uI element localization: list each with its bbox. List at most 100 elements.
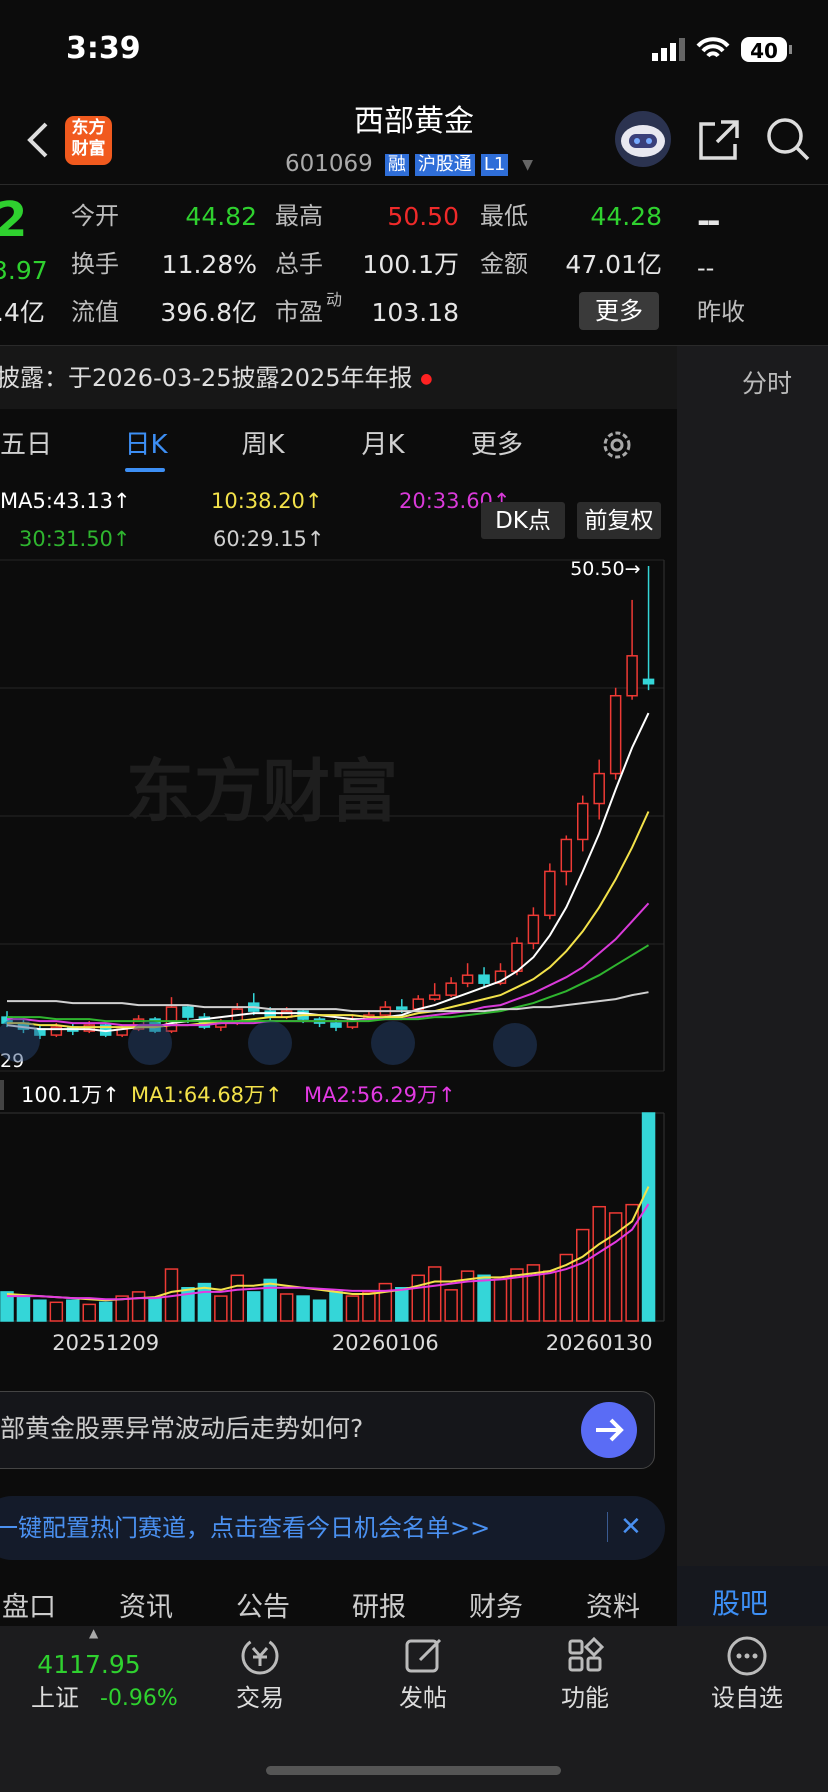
time: 3:39 — [66, 31, 141, 66]
ma-line — [7, 811, 650, 1029]
volume-bar — [559, 1253, 574, 1322]
chart-nav[interactable] — [0, 1018, 40, 1062]
field-label: 总手 — [275, 250, 323, 278]
volume-bar — [230, 1274, 245, 1322]
volume-bar — [115, 1295, 129, 1322]
candle-body — [527, 914, 540, 944]
stock-code-row[interactable]: 601069 融 沪股通 L1 ▼ — [285, 151, 534, 177]
bottom-bar — [0, 1626, 828, 1792]
ma-legend: 30:31.50↑ — [19, 527, 131, 551]
search-button[interactable] — [765, 116, 811, 162]
period-tab[interactable]: 周K — [241, 430, 285, 460]
bottom-item[interactable]: 功能 — [561, 1684, 609, 1712]
chart-button[interactable] — [481, 502, 565, 539]
chart-nav[interactable] — [493, 1023, 537, 1067]
ma-legend: 60:29.15↑ — [213, 527, 325, 551]
volume-bar — [543, 1270, 557, 1322]
volume-bar — [66, 1299, 80, 1322]
back-button[interactable] — [24, 120, 54, 160]
notice[interactable]: 披露：于2026-03-25披露2025年年报 ● — [0, 366, 432, 390]
settings-button[interactable] — [600, 428, 634, 462]
banner[interactable] — [0, 1496, 665, 1560]
volume-bar — [98, 1301, 113, 1322]
side-panel — [677, 346, 828, 1566]
logo-text: 财富 — [71, 139, 106, 159]
tab-underline — [125, 468, 165, 472]
period-tab[interactable]: 更多 — [470, 430, 524, 460]
info-tab[interactable]: 盘口 — [2, 1592, 56, 1623]
candle-body — [577, 802, 589, 841]
volume-bar — [493, 1278, 508, 1322]
info-tab[interactable]: 公告 — [236, 1592, 290, 1623]
volume-bar — [0, 1291, 14, 1322]
period-tab-active[interactable]: 日K — [124, 430, 168, 460]
volume-ma-line — [7, 1203, 650, 1301]
share-button[interactable] — [697, 118, 741, 162]
volume-bar — [49, 1301, 64, 1322]
volume-bar — [33, 1299, 47, 1322]
x-tick-label: 20260106 — [332, 1331, 439, 1355]
period-tab[interactable]: 五日 — [0, 430, 53, 460]
index-change: -0.96% — [100, 1686, 178, 1711]
notice-bar[interactable] — [0, 346, 677, 409]
chart-nav[interactable] — [371, 1021, 415, 1065]
chart-button-label: 前复权 — [585, 508, 654, 534]
candle-body — [445, 982, 457, 996]
bottom-item[interactable]: 交易 — [236, 1684, 284, 1712]
divider — [0, 184, 828, 185]
candle-body — [560, 838, 573, 873]
volume-bar — [329, 1291, 343, 1322]
chart-nav[interactable] — [128, 1021, 172, 1065]
chart-button[interactable] — [577, 502, 661, 539]
volume-bar — [16, 1295, 31, 1322]
info-tab[interactable]: 财务 — [469, 1592, 523, 1623]
volume-label: 100.1万↑ — [21, 1083, 120, 1107]
field-label: 最高 — [275, 202, 323, 230]
ask-send[interactable] — [580, 1401, 638, 1459]
chart-button-label: DK点 — [495, 508, 551, 534]
assistant-avatar[interactable] — [612, 110, 674, 168]
chart-nav[interactable] — [248, 1021, 292, 1065]
field-value: 11.28% — [161, 250, 257, 279]
caret: ▲ — [89, 1626, 99, 1640]
field-value: 396.8亿 — [160, 298, 257, 327]
stock-title: 西部黄金 — [354, 104, 474, 139]
field-value: 44.82 — [185, 202, 257, 231]
volume-bar — [427, 1266, 442, 1322]
info-tab[interactable]: 资讯 — [119, 1592, 173, 1623]
volume-ma-legend: MA2:56.29万↑ — [304, 1083, 456, 1107]
info-tab[interactable]: 资料 — [586, 1592, 640, 1623]
field-value: 103.18 — [371, 298, 459, 327]
volume-ma-legend: MA1:64.68万↑ — [131, 1083, 283, 1107]
field-value: 44.28 — [590, 202, 662, 231]
right-value: -- — [697, 254, 715, 282]
side-tab[interactable]: 分时 — [742, 369, 793, 398]
candle-body — [593, 772, 605, 805]
period-tab[interactable]: 月K — [361, 430, 405, 460]
app-logo[interactable]: 东方 财富 — [65, 116, 112, 165]
volume-bar — [641, 1112, 656, 1322]
candle-body — [626, 655, 638, 697]
info-tab[interactable]: 研报 — [352, 1592, 406, 1623]
index-name: 上证 — [31, 1684, 79, 1712]
volume-bar — [214, 1295, 228, 1322]
bottom-item[interactable]: 设自选 — [711, 1684, 783, 1712]
stock-code: 601069 — [285, 151, 373, 177]
volume-bar — [592, 1205, 606, 1322]
more-button[interactable]: 更多 — [579, 292, 659, 330]
banner-close[interactable]: ✕ — [620, 1512, 642, 1542]
ask-box[interactable] — [0, 1391, 655, 1469]
candle-body — [396, 1006, 408, 1010]
field-label: 换手 — [71, 250, 119, 278]
watermark: 东方财富 — [126, 753, 398, 832]
ma-legend: MA5:43.13↑ — [0, 489, 131, 513]
volume-bar — [148, 1297, 162, 1322]
side-bottom-tab[interactable]: 股吧 — [711, 1587, 769, 1620]
index-value[interactable]: 4117.95 — [37, 1650, 141, 1679]
left-label: 29 — [0, 1050, 24, 1072]
bottom-item[interactable]: 发帖 — [399, 1684, 447, 1712]
volume-bar — [279, 1293, 294, 1322]
badge: 融 — [384, 153, 409, 176]
field-label: 流值 — [71, 298, 119, 326]
